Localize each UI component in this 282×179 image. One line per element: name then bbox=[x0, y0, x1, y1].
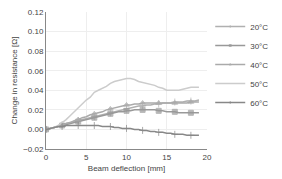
svg-text:0.06: 0.06 bbox=[28, 67, 44, 76]
svg-text:0.00: 0.00 bbox=[28, 125, 44, 134]
svg-text:0.02: 0.02 bbox=[28, 106, 44, 115]
svg-text:0.10: 0.10 bbox=[28, 27, 44, 36]
svg-text:Change in resistance [Ω]: Change in resistance [Ω] bbox=[10, 37, 19, 125]
svg-text:50°C: 50°C bbox=[250, 80, 268, 89]
svg-text:15: 15 bbox=[162, 153, 171, 162]
svg-text:60°C: 60°C bbox=[250, 99, 268, 108]
svg-text:0.04: 0.04 bbox=[28, 86, 44, 95]
svg-text:40°C: 40°C bbox=[250, 61, 268, 70]
svg-text:30°C: 30°C bbox=[250, 42, 268, 51]
svg-text:20: 20 bbox=[203, 153, 212, 162]
svg-text:0: 0 bbox=[44, 153, 49, 162]
svg-text:20°C: 20°C bbox=[250, 23, 268, 32]
svg-text:10: 10 bbox=[122, 153, 131, 162]
svg-text:Beam deflection [mm]: Beam deflection [mm] bbox=[88, 164, 165, 173]
svg-text:−0.02: −0.02 bbox=[23, 145, 44, 154]
svg-text:5: 5 bbox=[84, 153, 89, 162]
svg-text:0.12: 0.12 bbox=[28, 8, 44, 17]
svg-text:0.08: 0.08 bbox=[28, 47, 44, 56]
